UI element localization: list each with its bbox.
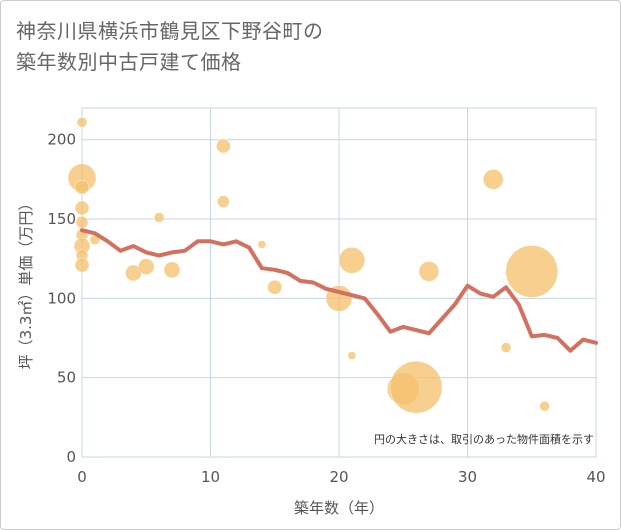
y-tick-label: 150 [47, 210, 76, 228]
data-bubble [137, 258, 155, 275]
data-bubble [216, 138, 231, 154]
data-bubble [163, 261, 181, 279]
x-axis-ticks: 0 10 20 30 40 [77, 468, 605, 486]
data-bubble [500, 342, 512, 353]
chart-title-line-2: 築年数別中古戸建て価格 [16, 50, 242, 74]
grid-lines [81, 107, 597, 458]
x-tick-label: 30 [458, 468, 477, 486]
y-tick-label: 100 [47, 289, 76, 307]
data-bubble [482, 169, 504, 190]
data-bubble [267, 279, 283, 295]
data-bubble [347, 351, 357, 360]
data-bubble [76, 116, 88, 128]
x-axis-label: 築年数（年） [294, 499, 384, 517]
y-tick-label: 200 [47, 131, 76, 149]
data-bubble [74, 257, 90, 273]
x-tick-label: 0 [77, 468, 87, 486]
y-axis-label: 坪（3.3㎡）単価（万円） [17, 196, 35, 370]
data-bubble [74, 180, 90, 195]
x-tick-label: 10 [201, 468, 220, 486]
y-tick-label: 50 [57, 369, 76, 387]
chart-title-line-1: 神奈川県横浜市鶴見区下野谷町の [16, 19, 324, 43]
data-bubble [153, 212, 165, 223]
data-bubble [217, 195, 230, 208]
data-bubble [539, 400, 550, 412]
data-bubble [257, 240, 267, 249]
data-bubble [75, 215, 89, 229]
data-bubble [338, 246, 366, 274]
chart-title: 神奈川県横浜市鶴見区下野谷町の 築年数別中古戸建て価格 [16, 16, 324, 78]
y-tick-label: 0 [66, 448, 76, 466]
bubble-size-note: 円の大きさは、取引のあった物件面積を示す [374, 432, 594, 446]
data-bubble [505, 245, 559, 298]
x-tick-label: 20 [329, 468, 348, 486]
bubble-series [67, 116, 559, 414]
data-bubble [74, 200, 90, 216]
data-bubble [418, 261, 440, 282]
x-tick-label: 40 [586, 468, 605, 486]
y-axis-ticks: 0 50 100 150 200 [47, 131, 76, 466]
average-price-line [80, 228, 598, 353]
data-bubble [389, 360, 443, 414]
